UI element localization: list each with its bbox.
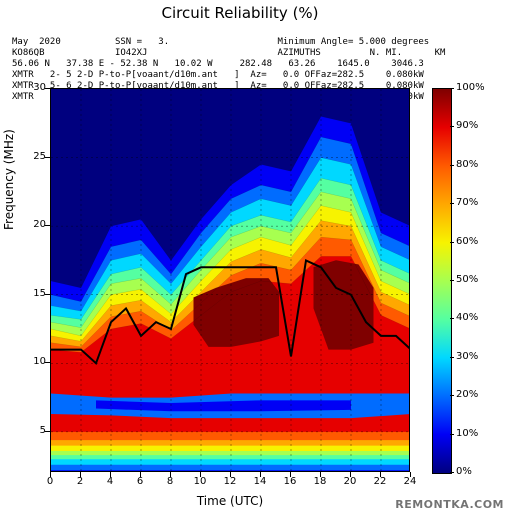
x-tick: 16 (280, 476, 300, 487)
x-axis-label: Time (UTC) (50, 494, 410, 508)
colorbar-tick: 80% (456, 159, 478, 170)
x-tick: 10 (190, 476, 210, 487)
colorbar-tick: 20% (456, 389, 478, 400)
chart-title: Circuit Reliability (%) (0, 4, 480, 22)
colorbar-tick: 30% (456, 351, 478, 362)
watermark-logo: REMONTKA.COM (395, 498, 504, 511)
x-tick: 24 (400, 476, 420, 487)
colorbar-tick: 10% (456, 428, 478, 439)
y-tick: 30 (6, 82, 46, 93)
colorbar-tick: 0% (456, 466, 472, 477)
y-tick: 25 (6, 151, 46, 162)
colorbar-tick: 50% (456, 274, 478, 285)
colorbar-tick: 100% (456, 82, 485, 93)
y-axis-label: Frequency (MHz) (2, 129, 16, 230)
x-tick: 14 (250, 476, 270, 487)
x-tick: 4 (100, 476, 120, 487)
y-tick: 10 (6, 356, 46, 367)
colorbar-tick: 70% (456, 197, 478, 208)
x-tick: 22 (370, 476, 390, 487)
x-tick: 2 (70, 476, 90, 487)
x-tick: 20 (340, 476, 360, 487)
colorbar-tick: 90% (456, 120, 478, 131)
y-tick: 15 (6, 288, 46, 299)
x-tick: 12 (220, 476, 240, 487)
x-tick: 0 (40, 476, 60, 487)
colorbar-tick: 60% (456, 236, 478, 247)
colorbar (432, 88, 452, 474)
y-tick: 20 (6, 219, 46, 230)
colorbar-tick: 40% (456, 312, 478, 323)
x-tick: 6 (130, 476, 150, 487)
y-tick: 5 (6, 425, 46, 436)
contour-plot (50, 88, 410, 472)
x-tick: 8 (160, 476, 180, 487)
x-tick: 18 (310, 476, 330, 487)
